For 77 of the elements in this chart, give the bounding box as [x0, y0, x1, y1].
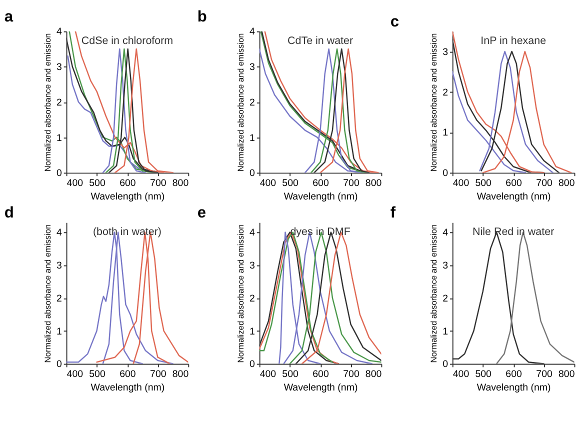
y-tick-label: 0	[56, 168, 62, 180]
annotation: InP in hexane	[480, 34, 546, 47]
chart-title: b	[197, 8, 207, 26]
y-tick-label: 1	[250, 326, 255, 338]
x-tick-label: 800	[172, 178, 190, 189]
chart-title: f	[390, 204, 396, 222]
y-tick-label: 0	[250, 168, 256, 180]
x-tick-label: 500	[475, 368, 492, 380]
y-tick-label: 4	[442, 228, 449, 239]
x-tick-label: 700	[150, 368, 167, 380]
y-tick-label: 1	[56, 326, 62, 338]
x-tick-label: 600	[312, 178, 330, 189]
x-tick-label: 700	[343, 178, 360, 189]
x-tick-label: 600	[506, 368, 523, 380]
x-tick-label: 400	[452, 178, 470, 189]
y-tick-label: 3	[442, 46, 448, 58]
chart-title: d	[4, 204, 14, 222]
x-tick-label: 800	[558, 178, 576, 189]
x-tick-label: 500	[475, 178, 492, 189]
y-tick-label: 0	[56, 359, 62, 370]
y-tick-label: 2	[250, 97, 255, 108]
y-tick-label: 1	[250, 132, 255, 144]
y-tick-label: 0	[250, 359, 256, 370]
y-tick-label: 1	[56, 132, 62, 144]
x-tick-label: 500	[89, 178, 106, 189]
annotation: CdTe in water	[288, 34, 354, 47]
annotation: (both in water)	[92, 226, 162, 238]
y-tick-label: 0	[442, 168, 449, 180]
x-tick-label: 800	[558, 368, 576, 380]
y-tick-label: 3	[56, 62, 62, 74]
x-axis-title: Wavelength (nm)	[476, 382, 551, 394]
chart-title: c	[390, 13, 400, 30]
y-tick-label: 4	[56, 26, 62, 38]
chart-title: e	[197, 204, 206, 222]
y-tick-label: 3	[442, 260, 448, 272]
y-tick-label: 1	[442, 326, 448, 338]
y-tick-label: 4	[56, 228, 62, 239]
annotation: dyes in DMF	[290, 226, 351, 238]
x-tick-label: 400	[66, 368, 84, 380]
x-axis-title: Wavelength (nm)	[284, 382, 358, 394]
chart-title: a	[4, 8, 14, 26]
y-tick-label: 4	[250, 228, 256, 239]
y-tick-label: 2	[442, 87, 448, 98]
x-tick-label: 400	[66, 178, 84, 189]
x-tick-label: 600	[506, 178, 523, 189]
x-axis-title: Wavelength (nm)	[90, 192, 165, 202]
x-tick-label: 400	[260, 368, 277, 380]
y-tick-label: 1	[442, 128, 448, 139]
y-tick-label: 2	[56, 293, 62, 304]
y-tick-label: 2	[56, 97, 62, 108]
x-tick-label: 400	[260, 178, 277, 189]
x-tick-label: 400	[452, 368, 470, 380]
x-tick-label: 700	[536, 368, 553, 380]
annotation: CdSe in chloroform	[81, 34, 174, 47]
x-tick-label: 600	[312, 368, 330, 380]
x-tick-label: 700	[536, 178, 553, 189]
x-tick-label: 500	[282, 368, 300, 380]
x-tick-label: 500	[89, 368, 106, 380]
x-tick-label: 800	[365, 368, 382, 380]
y-tick-label: 3	[250, 260, 255, 272]
y-tick-label: 4	[250, 26, 256, 38]
x-tick-label: 600	[120, 368, 136, 380]
x-axis-title: Wavelength (nm)	[284, 192, 358, 202]
x-tick-label: 600	[120, 178, 136, 189]
x-tick-label: 700	[343, 368, 360, 380]
x-tick-label: 800	[365, 178, 382, 189]
y-tick-label: 0	[442, 359, 449, 370]
y-tick-label: 2	[250, 293, 255, 304]
x-axis-title: Wavelength (nm)	[476, 192, 551, 202]
x-tick-label: 700	[150, 178, 167, 189]
x-tick-label: 800	[172, 368, 190, 380]
y-tick-label: 2	[442, 293, 448, 304]
y-tick-label: 3	[250, 62, 255, 74]
x-axis-title: Wavelength (nm)	[90, 382, 165, 394]
x-tick-label: 500	[282, 178, 300, 189]
annotation: Nile Red in water	[472, 226, 555, 238]
y-tick-label: 3	[56, 260, 62, 272]
